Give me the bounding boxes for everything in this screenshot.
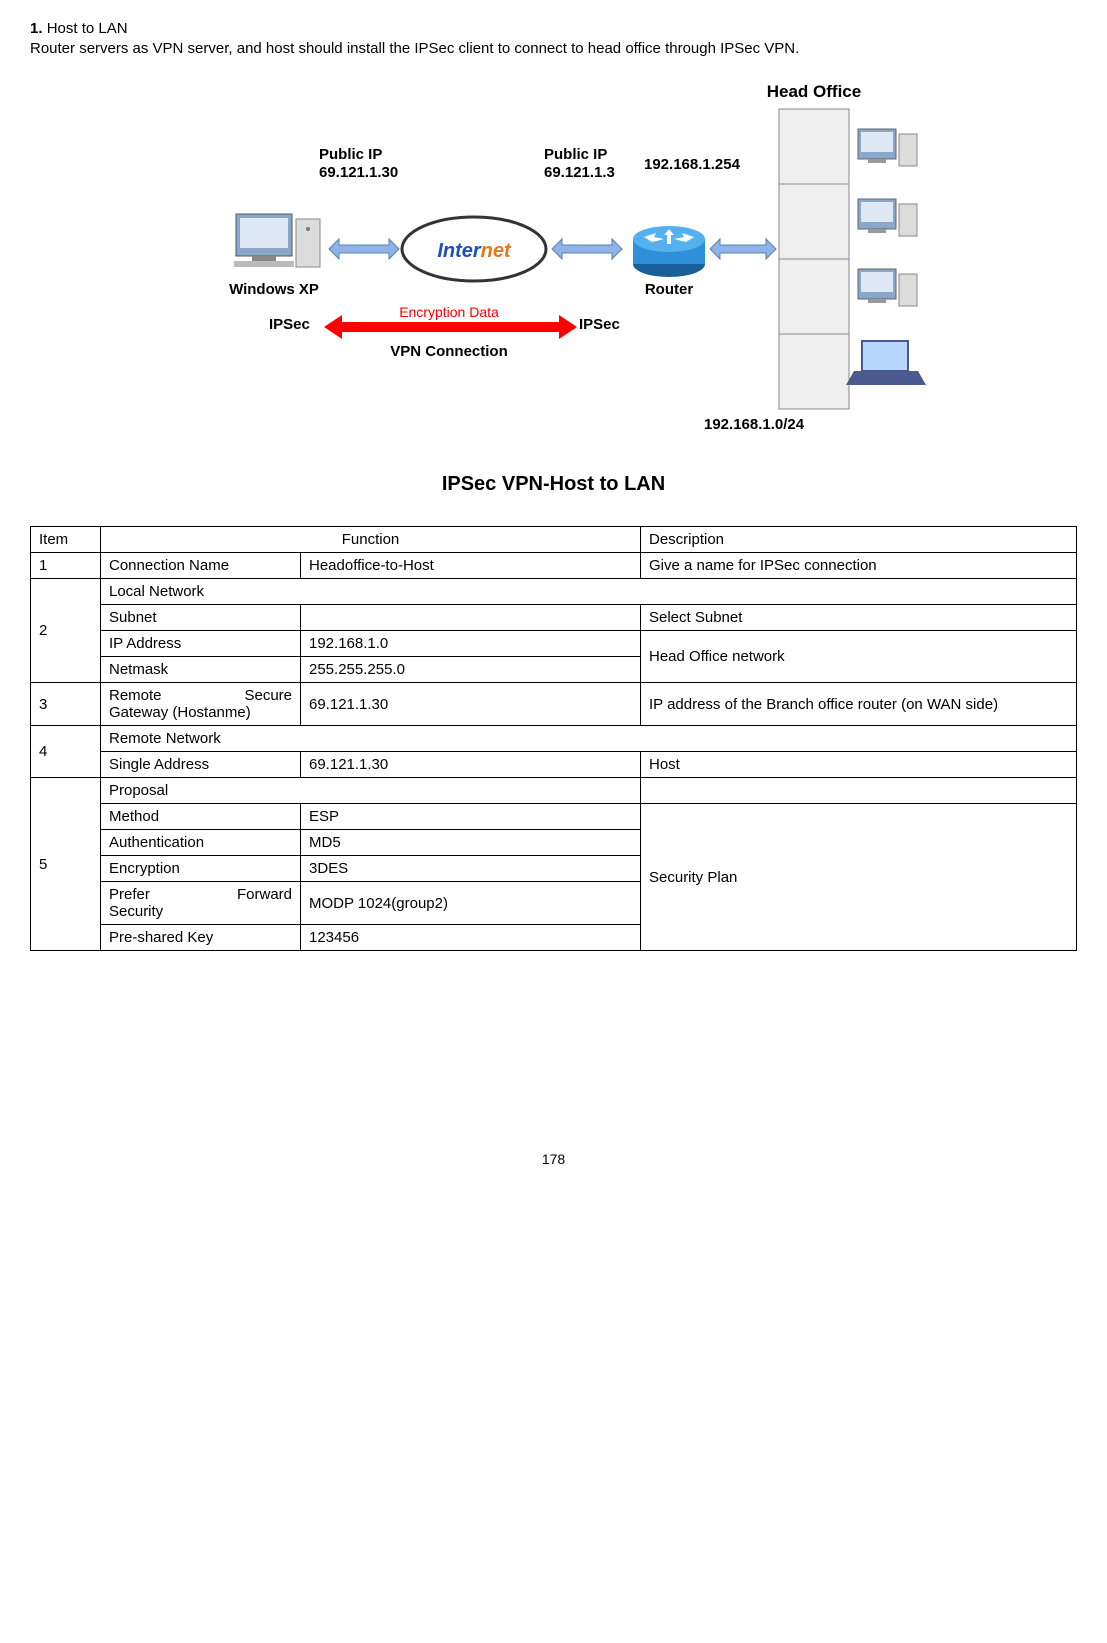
diagram-title: IPSec VPN-Host to LAN <box>30 473 1077 496</box>
th-description: Description <box>641 527 1077 553</box>
label-pubip-left-1: Public IP <box>319 146 382 163</box>
cell: RemoteSecure Gateway (Hostanme) <box>101 683 301 726</box>
cell: Host <box>641 752 1077 778</box>
cell: 2 <box>31 579 101 683</box>
label-lan-ip: 192.168.1.254 <box>644 156 741 173</box>
label-encryption-data: Encryption Data <box>399 304 499 320</box>
network-diagram: Head Office <box>30 79 1077 496</box>
cell: 1 <box>31 553 101 579</box>
page-number: 178 <box>30 1151 1077 1167</box>
arrow-icon <box>329 239 399 259</box>
cell: 255.255.255.0 <box>301 657 641 683</box>
arrow-icon <box>552 239 622 259</box>
rack-pc-icon <box>858 129 917 166</box>
rack-pc-icon <box>858 199 917 236</box>
cell <box>641 778 1077 804</box>
label-windows-xp: Windows XP <box>229 281 319 298</box>
router-icon <box>633 226 705 277</box>
label-ipsec-left: IPSec <box>269 316 310 333</box>
table-row: 5 Proposal <box>31 778 1077 804</box>
heading-number: 1. <box>30 20 43 37</box>
internet-icon: Internet <box>402 217 546 281</box>
cell: MODP 1024(group2) <box>301 882 641 925</box>
cell: 5 <box>31 778 101 951</box>
cell: 3 <box>31 683 101 726</box>
label-pubip-right-2: 69.121.1.3 <box>544 164 615 181</box>
table-row: Method ESP Security Plan <box>31 804 1077 830</box>
cell: 192.168.1.0 <box>301 631 641 657</box>
windows-xp-pc-icon <box>234 214 320 267</box>
cell: 4 <box>31 726 101 778</box>
cell: ESP <box>301 804 641 830</box>
cell: Give a name for IPSec connection <box>641 553 1077 579</box>
table-row: IP Address 192.168.1.0 Head Office netwo… <box>31 631 1077 657</box>
cell: Pre-shared Key <box>101 925 301 951</box>
rack-pc-icon <box>858 269 917 306</box>
cell: Method <box>101 804 301 830</box>
heading-text: Host to LAN <box>47 20 128 37</box>
th-item: Item <box>31 527 101 553</box>
intro-text: Router servers as VPN server, and host s… <box>30 39 1077 59</box>
svg-text:Internet: Internet <box>437 240 512 262</box>
cell: IP Address <box>101 631 301 657</box>
cell: Netmask <box>101 657 301 683</box>
cell: 3DES <box>301 856 641 882</box>
cell: 69.121.1.30 <box>301 683 641 726</box>
table-row: Subnet Select Subnet <box>31 605 1077 631</box>
table-row: 3 RemoteSecure Gateway (Hostanme) 69.121… <box>31 683 1077 726</box>
label-pubip-right-1: Public IP <box>544 146 607 163</box>
label-router: Router <box>644 281 692 298</box>
arrow-icon <box>710 239 776 259</box>
config-table: Item Function Description 1 Connection N… <box>30 526 1077 951</box>
th-function: Function <box>101 527 641 553</box>
label-head-office: Head Office <box>766 82 860 101</box>
cell: Remote Network <box>101 726 1077 752</box>
label-vpn-connection: VPN Connection <box>390 343 508 360</box>
cell: PreferForward Security <box>101 882 301 925</box>
cell <box>301 605 641 631</box>
cell: Select Subnet <box>641 605 1077 631</box>
table-row: 2 Local Network <box>31 579 1077 605</box>
table-row: Single Address 69.121.1.30 Host <box>31 752 1077 778</box>
cell: Encryption <box>101 856 301 882</box>
rack-laptop-icon <box>846 341 926 385</box>
label-pubip-left-2: 69.121.1.30 <box>319 164 398 181</box>
cell: MD5 <box>301 830 641 856</box>
cell: Security Plan <box>641 804 1077 951</box>
cell: Connection Name <box>101 553 301 579</box>
server-rack-icon <box>779 109 849 409</box>
cell: Authentication <box>101 830 301 856</box>
cell: 123456 <box>301 925 641 951</box>
label-subnet: 192.168.1.0/24 <box>704 416 805 433</box>
diagram-svg: Head Office <box>174 79 934 459</box>
label-ipsec-right: IPSec <box>579 316 620 333</box>
cell: 69.121.1.30 <box>301 752 641 778</box>
cell: Head Office network <box>641 631 1077 683</box>
cell: Single Address <box>101 752 301 778</box>
table-row: Item Function Description <box>31 527 1077 553</box>
cell: Subnet <box>101 605 301 631</box>
table-row: 1 Connection Name Headoffice-to-Host Giv… <box>31 553 1077 579</box>
cell: Proposal <box>101 778 641 804</box>
cell: Headoffice-to-Host <box>301 553 641 579</box>
table-row: 4 Remote Network <box>31 726 1077 752</box>
cell: Local Network <box>101 579 1077 605</box>
section-heading: 1. Host to LAN <box>30 20 1077 37</box>
cell: IP address of the Branch office router (… <box>641 683 1077 726</box>
